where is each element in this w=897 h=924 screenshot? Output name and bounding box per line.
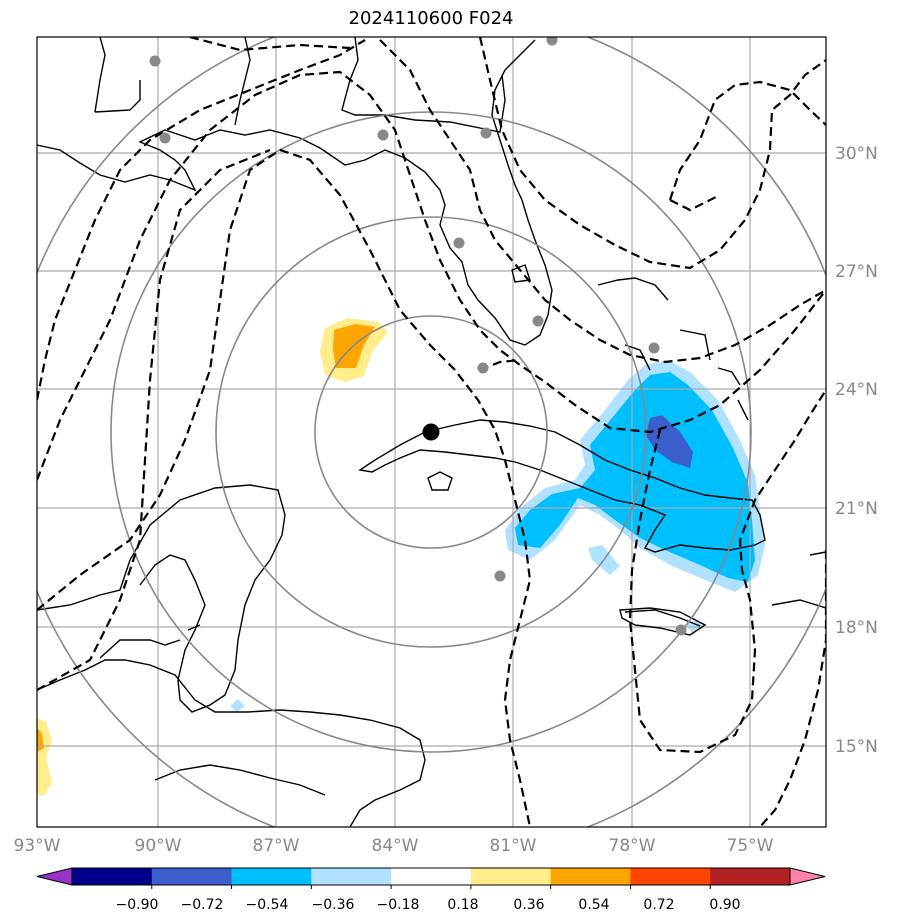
colorbar-tick-label: −0.72 — [181, 897, 224, 913]
colorbar-tick-label: 0.90 — [709, 897, 740, 913]
colorbar-tick-label: −0.18 — [377, 897, 420, 913]
station-dot — [377, 129, 389, 141]
coastline-bahamas — [511, 264, 749, 421]
colorbar-tick-label: 0.18 — [447, 897, 478, 913]
lon-label: 75°W — [727, 836, 774, 856]
coastline-us-interior — [94, 37, 506, 133]
dashed-contours — [37, 37, 826, 827]
colorbar-tick-label: 0.72 — [643, 897, 674, 913]
graticule — [37, 37, 826, 827]
lon-label: 81°W — [490, 836, 537, 856]
lon-label: 84°W — [372, 836, 419, 856]
station-dot — [149, 55, 161, 67]
lon-label: 87°W — [253, 836, 300, 856]
contour-line — [628, 389, 826, 754]
colorbar-segment — [630, 868, 711, 885]
positive-shading-edge — [37, 718, 52, 795]
colorbar-segment — [550, 868, 631, 885]
contour-line — [37, 39, 366, 401]
coastline-central-america — [37, 659, 426, 827]
coastline-isla-juventud — [427, 471, 453, 491]
map-title: 2024110600 F024 — [348, 8, 514, 29]
colorbar — [36, 867, 826, 889]
negative-shading-core — [646, 415, 693, 468]
negative-shading-mid — [515, 372, 755, 582]
colorbar-tick-label: −0.54 — [246, 897, 289, 913]
contour-line — [37, 148, 271, 691]
colorbar-extend-max — [789, 867, 826, 886]
colorbar-tick-label: 0.54 — [578, 897, 609, 913]
colorbar-segment — [391, 868, 472, 885]
coastline-cuba — [358, 419, 766, 553]
colorbar-frame — [71, 867, 791, 886]
map-frame — [36, 36, 827, 828]
lon-label: 93°W — [14, 836, 61, 856]
station-markers — [149, 37, 687, 636]
lat-label: 30°N — [835, 144, 878, 164]
colorbar-extend-min — [36, 867, 73, 886]
lat-label: 24°N — [835, 380, 878, 400]
colorbar-tick-label: −0.36 — [312, 897, 355, 913]
coastline-hispaniola — [619, 551, 826, 636]
coastline-us-gulf — [37, 39, 553, 346]
contour-line — [478, 37, 826, 270]
storm-center-marker — [422, 423, 440, 441]
lon-label: 78°W — [609, 836, 656, 856]
colorbar-segment — [710, 868, 791, 885]
contour-line — [759, 550, 826, 827]
lat-label: 21°N — [835, 499, 878, 519]
contour-line — [189, 37, 826, 364]
station-dot — [546, 37, 558, 46]
colorbar-tick-label: 0.36 — [513, 897, 544, 913]
colorbar-segment — [151, 868, 233, 885]
coastlines — [37, 37, 826, 827]
negative-shading-patch — [230, 699, 245, 712]
lat-axis-labels: 30°N 27°N 24°N 21°N 18°N 15°N — [835, 144, 878, 757]
station-dot — [494, 570, 506, 582]
station-dot — [477, 362, 489, 374]
station-dot — [159, 132, 171, 144]
contour-line — [37, 70, 826, 481]
coastline-border — [99, 624, 201, 659]
lat-label: 18°N — [835, 618, 878, 638]
coastline-jamaica — [624, 609, 701, 627]
colorbar-segment — [231, 868, 312, 885]
colorbar-labels: −0.90 −0.72 −0.54 −0.36 −0.18 0.18 0.36 … — [116, 897, 741, 913]
lon-label: 90°W — [135, 836, 182, 856]
coastline-yucatan — [37, 484, 286, 713]
map-area — [37, 37, 826, 827]
colorbar-tick-label: −0.90 — [116, 897, 159, 913]
lon-axis-labels: 93°W 90°W 87°W 84°W 81°W 78°W 75°W — [14, 836, 774, 856]
station-dot — [453, 237, 465, 249]
lat-label: 27°N — [835, 262, 878, 282]
station-dot — [480, 127, 492, 139]
colorbar-segment — [311, 868, 392, 885]
station-dot — [532, 315, 544, 327]
contour-line — [668, 80, 826, 212]
colorbar-segment — [72, 868, 153, 885]
contour-line — [37, 148, 532, 827]
station-dot — [648, 342, 660, 354]
colorbar-segment — [470, 868, 552, 885]
station-dot — [675, 624, 687, 636]
lat-label: 15°N — [835, 737, 878, 757]
